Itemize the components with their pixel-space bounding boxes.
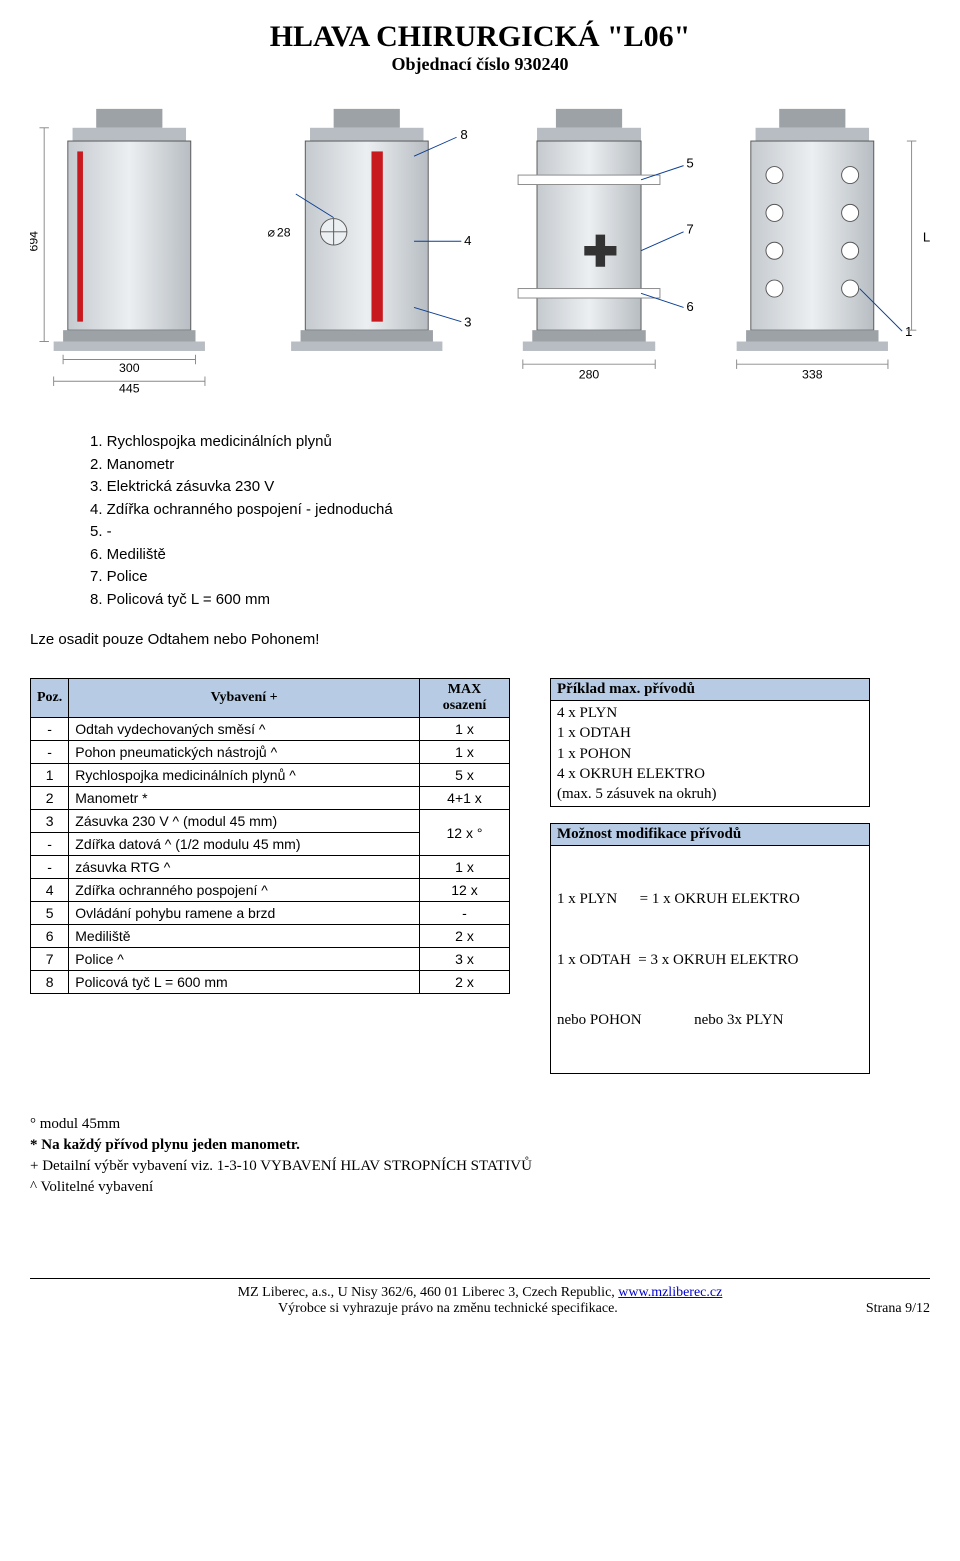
footer-link[interactable]: www.mzliberec.cz: [618, 1285, 722, 1300]
title-block: HLAVA CHIRURGICKÁ "L06" Objednací číslo …: [30, 20, 930, 75]
page-title: HLAVA CHIRURGICKÁ "L06": [30, 20, 930, 54]
cell: zásuvka RTG ^: [69, 856, 420, 879]
cell: -: [31, 833, 69, 856]
label-6: 6: [686, 299, 693, 314]
label-5: 5: [686, 156, 693, 171]
side-box-content: 4 x PLYN 1 x ODTAH 1 x POHON 4 x OKRUH E…: [551, 701, 869, 806]
cell: 1: [31, 764, 69, 787]
side-box-mod: Možnost modifikace přívodů 1 x PLYN = 1 …: [550, 823, 870, 1074]
footer-line-1: MZ Liberec, a.s., U Nisy 362/6, 460 01 L…: [30, 1285, 930, 1301]
side-line: nebo POHON nebo 3x PLYN: [557, 1010, 863, 1030]
dim-diam: 28: [276, 226, 290, 240]
th-vyb: Vybavení +: [69, 679, 420, 718]
cell: -: [420, 902, 510, 925]
label-3: 3: [464, 314, 471, 329]
dim-height: 694: [30, 231, 41, 252]
spec-table: Poz. Vybavení + MAX osazení -Odtah vydec…: [30, 678, 510, 994]
diagram-row: 694 300 445 8 4 3 ⌀28: [30, 91, 930, 401]
cell: 5: [31, 902, 69, 925]
cell: 12 x °: [420, 810, 510, 856]
diagram-view-4: 1 L 338: [713, 91, 931, 401]
side-box-header: Příklad max. přívodů: [551, 679, 869, 701]
cell: Mediliště: [69, 925, 420, 948]
cell: Zásuvka 230 V ^ (modul 45 mm): [69, 810, 420, 833]
cell: 2 x: [420, 925, 510, 948]
side-box-header: Možnost modifikace přívodů: [551, 824, 869, 846]
cell: 1 x: [420, 856, 510, 879]
side-line: 1 x ODTAH = 3 x OKRUH ELEKTRO: [557, 950, 863, 970]
cell: Police ^: [69, 948, 420, 971]
diagram-view-3: 5 7 6 280: [485, 91, 703, 401]
th-max: MAX osazení: [420, 679, 510, 718]
mid-row: Poz. Vybavení + MAX osazení -Odtah vydec…: [30, 678, 930, 1074]
cell: Pohon pneumatických nástrojů ^: [69, 741, 420, 764]
cell: -: [31, 741, 69, 764]
list-item: 4. Zdířka ochranného pospojení - jednodu…: [90, 499, 930, 522]
list-item: 3. Elektrická zásuvka 230 V: [90, 476, 930, 499]
side-line: (max. 5 zásuvek na okruh): [557, 784, 863, 804]
page-subtitle: Objednací číslo 930240: [30, 54, 930, 75]
cell: 3: [31, 810, 69, 833]
cell: -: [31, 718, 69, 741]
diagram-view-1: 694 300 445: [30, 91, 248, 401]
side-line: 1 x POHON: [557, 744, 863, 764]
side-boxes: Příklad max. přívodů 4 x PLYN 1 x ODTAH …: [550, 678, 870, 1074]
cell: Policová tyč L = 600 mm: [69, 971, 420, 994]
page-number: Strana 9/12: [866, 1301, 930, 1317]
dim-300: 300: [119, 361, 140, 375]
side-line: 1 x PLYN = 1 x OKRUH ELEKTRO: [557, 889, 863, 909]
footer-line-2: Výrobce si vyhrazuje právo na změnu tech…: [30, 1301, 930, 1317]
list-item: 7. Police: [90, 566, 930, 589]
list-item: 2. Manometr: [90, 454, 930, 477]
cell: 6: [31, 925, 69, 948]
side-box-example: Příklad max. přívodů 4 x PLYN 1 x ODTAH …: [550, 678, 870, 807]
footnotes: ° modul 45mm * Na každý přívod plynu jed…: [30, 1114, 930, 1198]
cell: 1 x: [420, 718, 510, 741]
svg-text:⌀: ⌀: [267, 226, 274, 240]
cell: Zdířka ochranného pospojení ^: [69, 879, 420, 902]
cell: Odtah vydechovaných směsí ^: [69, 718, 420, 741]
cell: 12 x: [420, 879, 510, 902]
side-box-content: 1 x PLYN = 1 x OKRUH ELEKTRO 1 x ODTAH =…: [551, 846, 869, 1073]
page-footer: MZ Liberec, a.s., U Nisy 362/6, 460 01 L…: [30, 1278, 930, 1317]
dim-280: 280: [579, 367, 600, 381]
label-8: 8: [460, 127, 467, 142]
cell: Manometr *: [69, 787, 420, 810]
parts-list: 1. Rychlospojka medicinálních plynů 2. M…: [90, 431, 930, 611]
mounting-note: Lze osadit pouze Odtahem nebo Pohonem!: [30, 631, 930, 648]
th-poz: Poz.: [31, 679, 69, 718]
cell: 1 x: [420, 741, 510, 764]
dim-L: L: [922, 229, 929, 244]
cell: 2: [31, 787, 69, 810]
side-line: 4 x OKRUH ELEKTRO: [557, 764, 863, 784]
cell: 4+1 x: [420, 787, 510, 810]
footnote: + Detailní výběr vybavení viz. 1-3-10 VY…: [30, 1156, 930, 1177]
label-4: 4: [464, 233, 471, 248]
footnote: ° modul 45mm: [30, 1114, 930, 1135]
label-7: 7: [686, 222, 693, 237]
cell: Zdířka datová ^ (1/2 modulu 45 mm): [69, 833, 420, 856]
cell: 8: [31, 971, 69, 994]
cell: Rychlospojka medicinálních plynů ^: [69, 764, 420, 787]
cell: -: [31, 856, 69, 879]
cell: 4: [31, 879, 69, 902]
cell: Ovládání pohybu ramene a brzd: [69, 902, 420, 925]
side-line: 1 x ODTAH: [557, 723, 863, 743]
cell: 5 x: [420, 764, 510, 787]
list-item: 6. Mediliště: [90, 544, 930, 567]
dim-445: 445: [119, 382, 140, 396]
footnote: ^ Volitelné vybavení: [30, 1177, 930, 1198]
list-item: 5. -: [90, 521, 930, 544]
side-line: 4 x PLYN: [557, 703, 863, 723]
cell: 7: [31, 948, 69, 971]
diagram-view-2: 8 4 3 ⌀28: [258, 91, 476, 401]
cell: 3 x: [420, 948, 510, 971]
footnote: * Na každý přívod plynu jeden manometr.: [30, 1135, 930, 1156]
cell: 2 x: [420, 971, 510, 994]
list-item: 8. Policová tyč L = 600 mm: [90, 589, 930, 612]
dim-338: 338: [802, 367, 823, 381]
list-item: 1. Rychlospojka medicinálních plynů: [90, 431, 930, 454]
